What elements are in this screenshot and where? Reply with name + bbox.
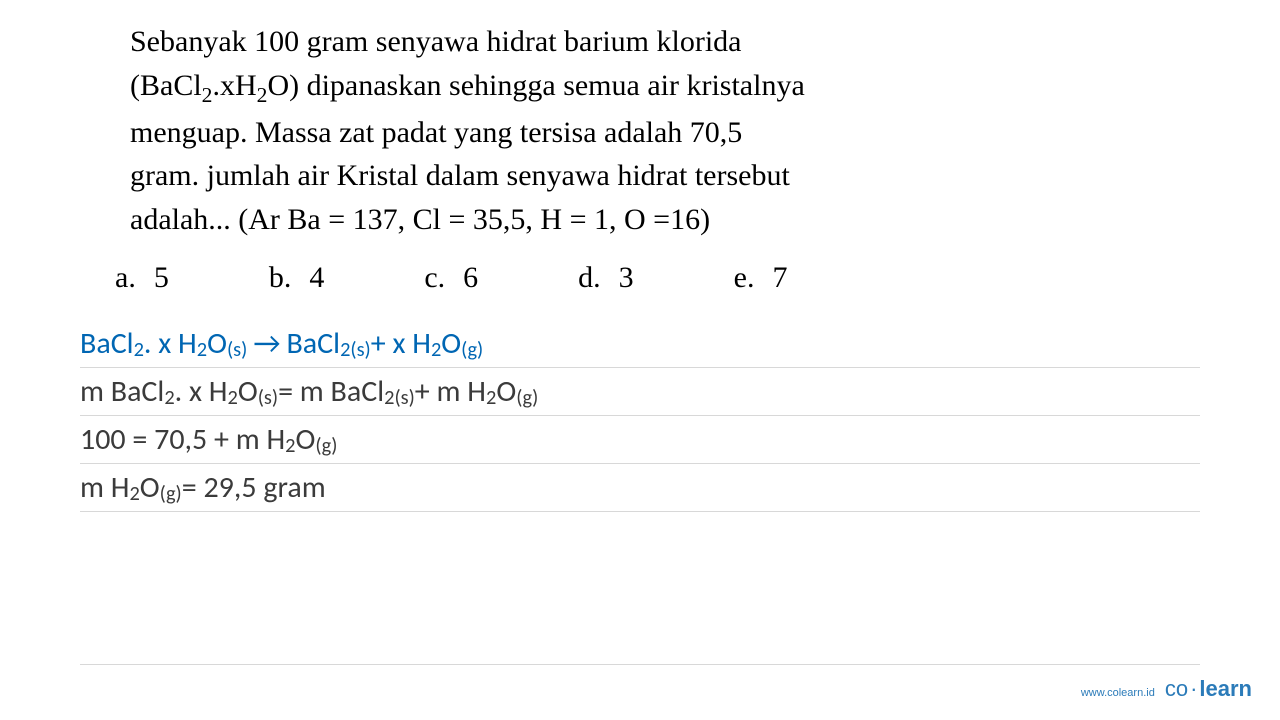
formula-mid: .xH — [212, 69, 256, 102]
option-c: c. 6 — [424, 261, 478, 295]
question-line-4: gram. jumlah air Kristal dalam senyawa h… — [130, 154, 1150, 198]
equation-4: m H2O(g) = 29,5 gram — [80, 469, 326, 506]
option-e-value: 7 — [772, 261, 787, 294]
w2-s6: (g) — [516, 386, 538, 410]
option-c-value: 6 — [463, 261, 478, 294]
equation-2: m BaCl2. x H2O(s) = m BaCl2(s) + m H2O(g… — [80, 373, 538, 410]
option-e-letter: e. — [734, 261, 755, 294]
w3-t2: O — [296, 421, 316, 458]
logo-learn: learn — [1199, 676, 1252, 701]
work-area: BaCl2. x H2O(s)→ BaCl2(s) + x H2O(g) m B… — [0, 310, 1280, 560]
option-d-value: 3 — [619, 261, 634, 294]
w1-t4: BaCl — [286, 325, 340, 362]
w2-s5: 2 — [486, 386, 496, 410]
w3-s1: 2 — [285, 434, 295, 458]
option-b: b. 4 — [269, 261, 325, 295]
w1-t3: O — [207, 325, 227, 362]
option-a-value: 5 — [154, 261, 169, 294]
w1-s5: 2 — [431, 338, 441, 362]
formula-sub1: 2 — [202, 83, 213, 107]
w4-t3: = 29,5 gram — [182, 469, 326, 506]
logo-dot: · — [1190, 676, 1197, 701]
w1-s1: 2 — [134, 338, 144, 362]
work-line-2: m BaCl2. x H2O(s) = m BaCl2(s) + m H2O(g… — [80, 368, 1200, 416]
option-a-letter: a. — [115, 261, 136, 294]
option-d-letter: d. — [578, 261, 601, 294]
formula-sub2: 2 — [257, 83, 268, 107]
question-line-2: (BaCl2.xH2O) dipanaskan sehingga semua a… — [130, 64, 1150, 111]
option-b-value: 4 — [309, 261, 324, 294]
w4-s2: (g) — [160, 482, 182, 506]
w2-t3: O — [238, 373, 258, 410]
work-line-3: 100 = 70,5 + m H2O(g) — [80, 416, 1200, 464]
equation-3: 100 = 70,5 + m H2O(g) — [80, 421, 337, 458]
work-line-1: BaCl2. x H2O(s)→ BaCl2(s) + x H2O(g) — [80, 320, 1200, 368]
w1-s4: 2(s) — [340, 338, 371, 362]
bottom-rule — [80, 664, 1200, 665]
w3-s2: (g) — [315, 434, 337, 458]
w3-t1: 100 = 70,5 + m H — [80, 421, 285, 458]
work-line-5 — [80, 512, 1200, 560]
equation-1: BaCl2. x H2O(s)→ BaCl2(s) + x H2O(g) — [80, 325, 483, 362]
w1-t1: BaCl — [80, 325, 134, 362]
w2-s2: 2 — [228, 386, 238, 410]
question-line-5: adalah... (Ar Ba = 137, Cl = 35,5, H = 1… — [130, 198, 1150, 242]
w1-t6: O — [441, 325, 461, 362]
w4-t1: m H — [80, 469, 129, 506]
option-e: e. 7 — [734, 261, 788, 295]
w1-s6: (g) — [461, 338, 483, 362]
w4-t2: O — [140, 469, 160, 506]
footer: www.colearn.id co·learn — [1081, 676, 1252, 702]
brand-logo: co·learn — [1165, 676, 1252, 702]
w2-s4: 2(s) — [384, 386, 415, 410]
option-d: d. 3 — [578, 261, 634, 295]
w1-t5: + x H — [371, 325, 431, 362]
w1-s2: 2 — [197, 338, 207, 362]
formula-post: O) dipanaskan sehingga semua air kristal… — [267, 69, 804, 102]
option-a: a. 5 — [115, 261, 169, 295]
w1-t2: . x H — [144, 325, 197, 362]
w2-t2: . x H — [175, 373, 228, 410]
w4-s1: 2 — [129, 482, 139, 506]
option-b-letter: b. — [269, 261, 292, 294]
option-c-letter: c. — [424, 261, 445, 294]
question-text: Sebanyak 100 gram senyawa hidrat barium … — [0, 0, 1280, 241]
options-row: a. 5 b. 4 c. 6 d. 3 e. 7 — [0, 241, 1280, 310]
w2-t5: + m H — [415, 373, 486, 410]
w2-t1: m BaCl — [80, 373, 164, 410]
question-line-3: menguap. Massa zat padat yang tersisa ad… — [130, 111, 1150, 155]
question-line-1: Sebanyak 100 gram senyawa hidrat barium … — [130, 20, 1150, 64]
w2-t6: O — [496, 373, 516, 410]
w2-t4: = m BaCl — [278, 373, 384, 410]
w2-s3: (s) — [258, 386, 278, 410]
footer-url: www.colearn.id — [1081, 687, 1155, 699]
formula-prefix: (BaCl — [130, 69, 202, 102]
arrow-icon: → — [253, 325, 280, 362]
work-line-4: m H2O(g) = 29,5 gram — [80, 464, 1200, 512]
w1-s3: (s) — [227, 338, 247, 362]
logo-co: co — [1165, 676, 1188, 701]
w2-s1: 2 — [164, 386, 174, 410]
